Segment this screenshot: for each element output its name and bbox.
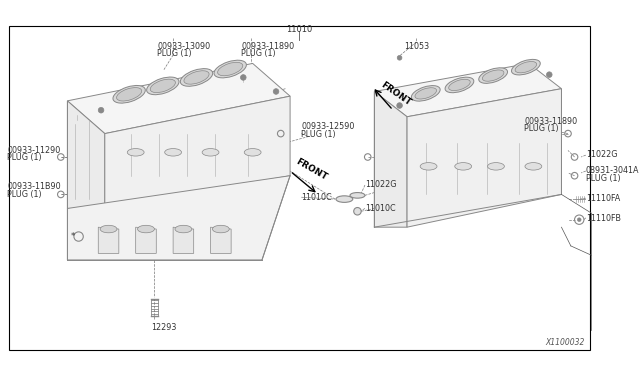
Ellipse shape [455,163,472,170]
Text: PLUG (1): PLUG (1) [8,190,42,199]
Ellipse shape [488,163,504,170]
Ellipse shape [113,86,145,103]
Text: PLUG (1): PLUG (1) [524,124,559,133]
Ellipse shape [175,225,192,233]
Text: 00933-11890: 00933-11890 [241,42,294,51]
Ellipse shape [127,148,144,156]
Circle shape [241,75,246,80]
Ellipse shape [164,148,182,156]
Circle shape [547,72,552,77]
Ellipse shape [336,196,353,202]
Polygon shape [105,96,290,208]
Circle shape [397,55,402,60]
Text: FRONT: FRONT [379,80,413,108]
Ellipse shape [218,62,243,76]
Text: PLUG (1): PLUG (1) [586,174,620,183]
Text: PLUG (1): PLUG (1) [157,49,192,58]
Ellipse shape [412,86,440,101]
Ellipse shape [525,163,542,170]
Ellipse shape [511,60,540,75]
Polygon shape [374,92,407,227]
Ellipse shape [180,68,212,86]
Polygon shape [407,89,561,227]
Ellipse shape [350,193,365,198]
Ellipse shape [420,163,437,170]
Ellipse shape [184,71,209,84]
Ellipse shape [415,88,436,99]
Text: 11110FA: 11110FA [586,195,620,203]
Circle shape [354,208,361,215]
Text: 11010C: 11010C [301,193,332,202]
Text: 11053: 11053 [404,42,429,51]
Text: PLUG (1): PLUG (1) [8,153,42,162]
Ellipse shape [150,79,175,93]
Ellipse shape [515,61,537,73]
Text: 11022G: 11022G [586,150,617,160]
Text: *: * [71,232,75,241]
Ellipse shape [483,70,504,81]
Polygon shape [211,227,231,253]
Text: PLUG (1): PLUG (1) [301,130,336,139]
Polygon shape [173,227,194,253]
Text: 00933-11B90: 00933-11B90 [8,182,61,191]
Text: 11010: 11010 [286,25,312,34]
Ellipse shape [212,225,229,233]
Text: 00933-12590: 00933-12590 [301,122,355,131]
Ellipse shape [138,225,154,233]
Text: 00933-13090: 00933-13090 [157,42,211,51]
Ellipse shape [100,225,117,233]
Text: 12293: 12293 [152,323,177,331]
Circle shape [99,108,104,113]
Ellipse shape [244,148,261,156]
Circle shape [397,103,403,108]
Polygon shape [136,227,156,253]
Text: X1100032: X1100032 [545,338,585,347]
Ellipse shape [449,79,470,90]
Polygon shape [67,101,105,208]
Ellipse shape [202,148,219,156]
Polygon shape [99,227,119,253]
Circle shape [577,218,581,222]
Polygon shape [374,63,561,117]
Ellipse shape [116,87,141,101]
Text: 11010C: 11010C [365,204,396,213]
Text: PLUG (1): PLUG (1) [241,49,276,58]
Text: 08931-3041A: 08931-3041A [586,166,639,175]
Text: 11022G: 11022G [365,180,396,189]
Circle shape [273,89,279,94]
Ellipse shape [147,77,179,95]
Ellipse shape [479,68,508,83]
Text: 11110FB: 11110FB [586,214,621,223]
Text: FRONT: FRONT [294,157,328,182]
Ellipse shape [214,60,246,78]
Polygon shape [67,63,290,134]
Ellipse shape [445,77,474,93]
Polygon shape [67,176,290,260]
Text: 00933-11290: 00933-11290 [8,146,61,155]
Text: 00933-11890: 00933-11890 [524,117,577,126]
